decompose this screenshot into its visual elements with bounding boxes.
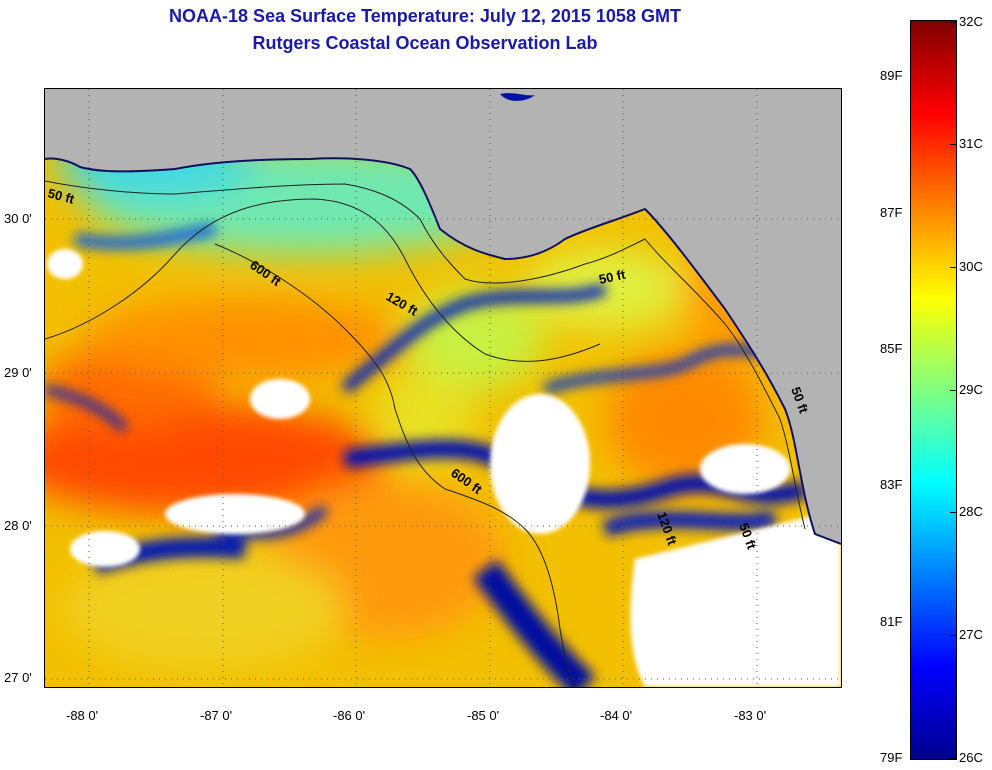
colorbar-tick [950, 267, 957, 268]
lake-shape [500, 93, 535, 101]
lon-tick-label: -86 0' [333, 708, 366, 723]
lat-tick-label: 30 0' [4, 211, 32, 226]
lat-tick-label: 27 0' [4, 670, 32, 685]
sst-map-canvas: 50 ft 600 ft 120 ft 50 ft 600 ft 120 ft … [45, 89, 841, 687]
colorbar-celsius-label: 30C [959, 259, 983, 274]
colorbar-tick [950, 635, 957, 636]
colorbar-tick [950, 22, 957, 23]
coastline [45, 157, 841, 545]
colorbar-fahrenheit-label: 81F [880, 614, 903, 629]
colorbar-celsius-label: 32C [959, 14, 983, 29]
map-title: NOAA-18 Sea Surface Temperature: July 12… [169, 6, 681, 26]
colorbar-tick [950, 390, 957, 391]
depth-contours [45, 180, 806, 687]
map-subtitle: Rutgers Coastal Ocean Observation Lab [252, 33, 598, 53]
colorbar-tick [950, 144, 957, 145]
temperature-colorbar [910, 20, 957, 760]
lat-tick-label: 29 0' [4, 365, 32, 380]
contour-label: 50 ft [46, 185, 76, 207]
colorbar-celsius-label: 29C [959, 382, 983, 397]
sst-map: 50 ft 600 ft 120 ft 50 ft 600 ft 120 ft … [44, 88, 842, 688]
colorbar-tick [950, 758, 957, 759]
colorbar-celsius-label: 31C [959, 136, 983, 151]
colorbar-fahrenheit-label: 89F [880, 68, 903, 83]
lat-lon-grid [45, 89, 841, 687]
lon-tick-label: -84 0' [600, 708, 633, 723]
lon-tick-label: -85 0' [467, 708, 500, 723]
lon-tick-label: -88 0' [66, 708, 99, 723]
colorbar-celsius-label: 28C [959, 504, 983, 519]
contour-label: 50 ft [598, 267, 628, 287]
cloud-cover [47, 249, 841, 687]
colorbar-fahrenheit-label: 85F [880, 341, 903, 356]
colorbar-tick [950, 512, 957, 513]
land-mass [45, 89, 841, 544]
colorbar-celsius-label: 27C [959, 627, 983, 642]
lon-tick-label: -83 0' [734, 708, 767, 723]
colorbar-fahrenheit-label: 79F [880, 750, 903, 765]
colorbar-celsius-label: 26C [959, 750, 983, 765]
colorbar-fahrenheit-label: 83F [880, 477, 903, 492]
lon-tick-label: -87 0' [200, 708, 233, 723]
lat-tick-label: 28 0' [4, 518, 32, 533]
colorbar-fahrenheit-label: 87F [880, 205, 903, 220]
